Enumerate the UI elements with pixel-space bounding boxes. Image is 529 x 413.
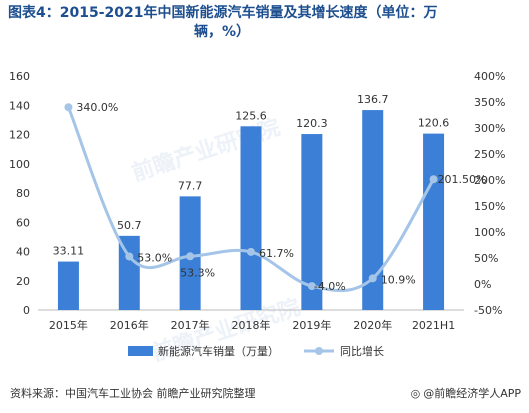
y-left-tick-label: 60 xyxy=(16,216,30,229)
y-right-tick-label: 250% xyxy=(474,148,505,161)
legend-line-marker xyxy=(315,347,323,355)
bar xyxy=(118,235,140,310)
data-labels-group: 33.11 50.7 77.7 125.6 120.3 136.7 120.6 340.0% 5… xyxy=(53,93,487,293)
growth-point xyxy=(247,247,255,256)
bar-value-label: 33.11 xyxy=(53,245,85,258)
growth-value-label: 201.50% xyxy=(438,173,487,186)
y-left-tick-label: 20 xyxy=(16,275,30,288)
y-left-tick-label: 100 xyxy=(9,158,30,171)
growth-line-group xyxy=(64,103,438,293)
y-right-tick-label: 200% xyxy=(474,174,505,187)
title-line-2: 辆，%） xyxy=(194,24,251,40)
y-left-tick-label: 40 xyxy=(16,246,30,259)
brand-credit: ◎ @前瞻经济学人APP xyxy=(411,385,521,401)
legend-line-label: 同比增长 xyxy=(340,344,384,358)
growth-value-label: -4.0% xyxy=(314,280,346,293)
growth-point xyxy=(307,282,316,291)
y-right-tick-label: 50% xyxy=(474,252,498,265)
title-line-1: 图表4：2015-2021年中国新能源汽车销量及其增长速度（单位：万 xyxy=(8,5,438,21)
x-tick-label: 2020年 xyxy=(353,318,392,332)
bar-value-label: 125.6 xyxy=(235,109,267,122)
y-left-tick-label: 160 xyxy=(9,70,30,83)
growth-value-label: 61.7% xyxy=(259,247,294,260)
legend: 新能源汽车销量（万量） 同比增长 xyxy=(128,344,384,358)
y-left-tick-label: 80 xyxy=(16,187,30,200)
growth-point xyxy=(368,274,377,283)
y-right-tick-label: 100% xyxy=(474,226,505,239)
bar-value-label: 120.6 xyxy=(418,117,450,130)
x-tick-label: 2017年 xyxy=(171,318,210,332)
bars-group xyxy=(57,110,445,310)
y-left-tick-label: 140 xyxy=(9,99,30,112)
brand-text: @前瞻经济学人APP xyxy=(423,387,521,400)
growth-point xyxy=(186,252,195,261)
growth-point xyxy=(125,252,134,261)
growth-value-label: 53.0% xyxy=(137,251,172,264)
y-right-tick-label: 400% xyxy=(474,70,505,83)
legend-bar-label: 新能源汽车销量（万量） xyxy=(158,344,279,358)
bar xyxy=(240,126,262,310)
source-note: 资料来源：中国汽车工业协会 前瞻产业研究院整理 xyxy=(10,387,256,400)
bar xyxy=(362,110,384,310)
growth-point xyxy=(429,175,438,184)
bar xyxy=(423,133,445,310)
growth-value-label: 10.9% xyxy=(381,273,416,286)
y-right-tick-label: 150% xyxy=(474,200,505,213)
bar-value-label: 50.7 xyxy=(117,219,142,232)
x-tick-label: 2018年 xyxy=(232,318,271,332)
globe-icon: ◎ xyxy=(410,386,421,400)
y-right-tick-label: 350% xyxy=(474,96,505,109)
y-right-tick-label: 300% xyxy=(474,122,505,135)
x-tick-label: 2015年 xyxy=(49,318,88,332)
growth-value-label: 340.0% xyxy=(76,101,118,114)
x-tick-label: 2019年 xyxy=(292,318,331,332)
growth-point xyxy=(64,103,73,112)
y-left-tick-label: 0 xyxy=(23,304,30,317)
y-right-tick-label: -50% xyxy=(474,304,502,317)
bar-value-label: 136.7 xyxy=(357,93,389,106)
y-left-tick-label: 120 xyxy=(9,129,30,142)
legend-bar-swatch xyxy=(128,346,153,356)
axes-group: 0 20 40 60 80 100 120 140 160 -50% 0% 50% 100% 150% 20… xyxy=(9,70,505,332)
x-tick-label: 2016年 xyxy=(110,318,149,332)
chart-title: 图表4：2015-2021年中国新能源汽车销量及其增长速度（单位：万 辆，%） xyxy=(8,4,508,42)
bar-value-label: 120.3 xyxy=(296,117,328,130)
growth-value-label: 53.3% xyxy=(180,266,215,279)
bar xyxy=(57,261,79,310)
y-right-tick-label: 0% xyxy=(474,278,491,291)
x-tick-label: 2021H1 xyxy=(412,319,455,332)
bar-value-label: 77.7 xyxy=(178,179,203,192)
bar xyxy=(301,134,323,310)
